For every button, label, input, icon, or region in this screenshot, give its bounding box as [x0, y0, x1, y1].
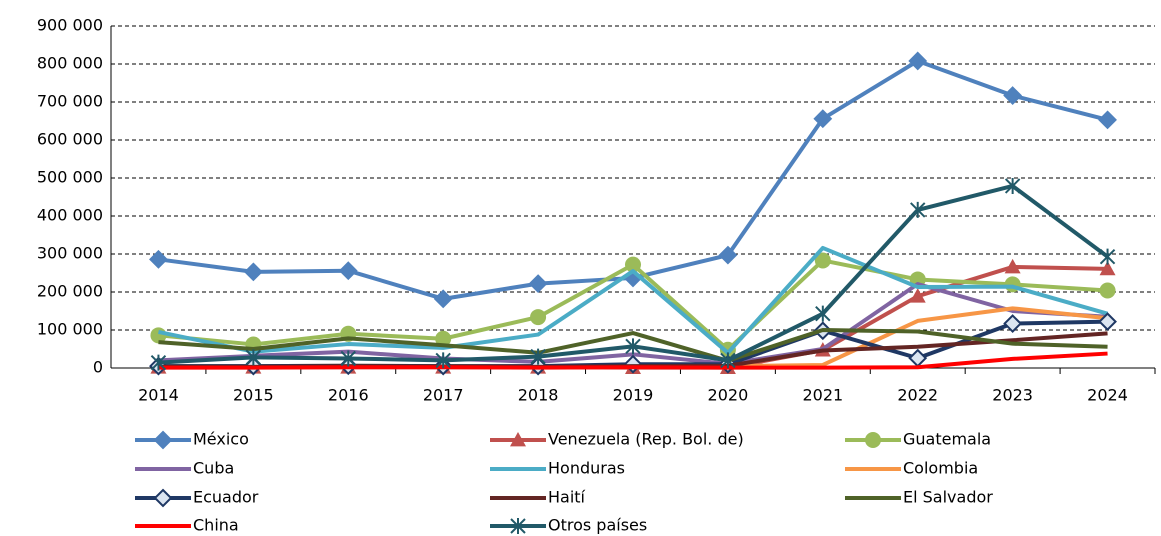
marker [1003, 314, 1023, 333]
marker [1099, 260, 1116, 276]
legend-label: México [193, 430, 249, 449]
marker [1004, 177, 1021, 194]
marker [153, 430, 173, 450]
y-tick-label: 300 000 [37, 244, 103, 263]
marker [340, 350, 356, 367]
legend-label: Otros países [548, 516, 647, 535]
y-tick-label: 200 000 [37, 282, 103, 301]
marker [814, 252, 831, 269]
x-tick-label: 2021 [802, 386, 843, 405]
marker [1099, 282, 1116, 299]
marker [718, 245, 738, 265]
marker [530, 348, 546, 365]
marker [865, 432, 881, 448]
series [158, 328, 1108, 363]
x-tick-label: 2022 [897, 386, 938, 405]
legend-label: China [193, 516, 239, 535]
y-tick-label: 600 000 [37, 130, 103, 149]
marker [435, 330, 452, 347]
x-tick-label: 2016 [328, 386, 369, 405]
marker [1098, 110, 1117, 130]
y-tick-label: 0 [93, 358, 103, 377]
x-tick-label: 2015 [233, 386, 274, 405]
marker [910, 201, 926, 218]
x-tick-label: 2020 [708, 386, 749, 405]
legend-label: El Salvador [903, 488, 993, 507]
marker [338, 261, 358, 281]
marker [153, 488, 173, 508]
marker [149, 249, 168, 269]
y-tick-label: 400 000 [37, 206, 103, 225]
marker [530, 309, 547, 326]
series-line [158, 351, 1108, 370]
series [158, 245, 1109, 355]
legend-label: Cuba [193, 459, 234, 478]
marker [243, 262, 263, 282]
y-tick-label: 800 000 [37, 54, 103, 73]
legend-label: Guatemala [903, 430, 991, 449]
marker [909, 288, 926, 303]
marker [435, 352, 451, 369]
marker [510, 432, 526, 447]
marker [1003, 86, 1023, 105]
y-tick-label: 900 000 [37, 16, 103, 35]
legend-label: Venezuela (Rep. Bol. de) [548, 430, 744, 449]
legend-label: Ecuador [193, 488, 259, 507]
x-tick-label: 2023 [992, 386, 1033, 405]
marker [908, 348, 928, 368]
series [158, 351, 1108, 370]
x-tick-label: 2018 [518, 386, 559, 405]
series [150, 252, 1116, 358]
marker [908, 51, 928, 71]
y-tick-label: 100 000 [37, 320, 103, 339]
marker [150, 354, 167, 371]
series-line [158, 328, 1108, 363]
y-tick-label: 500 000 [37, 168, 103, 187]
marker [245, 349, 262, 366]
marker [625, 256, 641, 273]
x-tick-label: 2024 [1087, 386, 1128, 405]
marker [528, 274, 548, 294]
marker [815, 305, 831, 322]
series [150, 177, 1116, 371]
series-line [158, 245, 1109, 355]
marker [1098, 312, 1117, 332]
x-tick-label: 2017 [423, 386, 464, 405]
series [149, 51, 1117, 309]
marker [720, 352, 736, 369]
marker [1004, 258, 1021, 274]
marker [433, 289, 453, 309]
marker [510, 518, 526, 534]
legend-label: Colombia [903, 459, 978, 478]
marker [625, 338, 641, 355]
legend-label: Honduras [548, 459, 625, 478]
x-tick-label: 2019 [613, 386, 654, 405]
legend-label: Haití [548, 488, 586, 507]
marker [813, 109, 833, 129]
y-tick-label: 700 000 [37, 92, 103, 111]
x-tick-label: 2014 [138, 386, 179, 405]
marker [1099, 248, 1116, 265]
